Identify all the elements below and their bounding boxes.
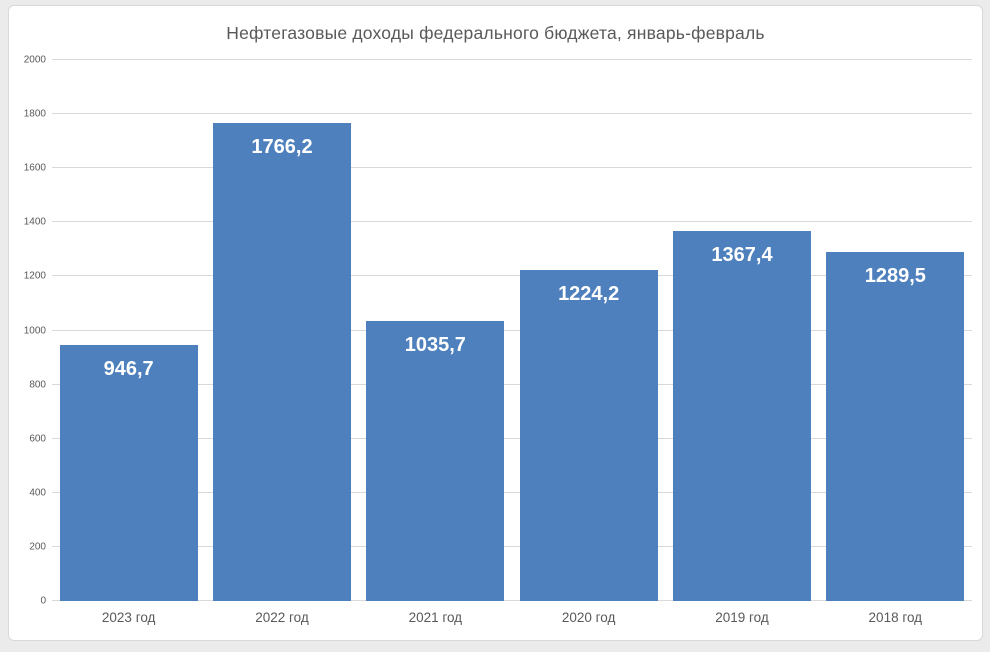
gridline — [52, 167, 972, 169]
x-axis-tick-label: 2021 год — [408, 610, 463, 625]
bar-column: 1289,5 — [819, 60, 972, 601]
x-axis-labels: 2023 год 2022 год 2021 год 2020 год 2019 год… — [52, 610, 972, 625]
y-axis-tick-label: 2000 — [23, 54, 46, 66]
y-axis-tick-label: 800 — [29, 379, 46, 391]
bar-column: 1367,4 — [665, 60, 818, 601]
y-axis-tick-label: 1200 — [23, 270, 46, 282]
x-axis-tick-label: 2019 год — [715, 610, 769, 625]
gridline — [52, 545, 972, 547]
bar: 1224,2 — [519, 269, 658, 601]
bar-value-label: 1035,7 — [404, 333, 466, 356]
y-axis: 0 200 400 600 800 1000 1200 1400 1600 1800 2000 — [9, 55, 46, 607]
gridline — [52, 383, 972, 385]
bar-value-label: 946,7 — [103, 357, 154, 380]
x-axis-tick-label: 2020 год — [561, 610, 616, 625]
gridline — [52, 600, 972, 601]
x-axis-tick-label: 2023 год — [101, 610, 156, 625]
y-axis-tick-label: 1400 — [23, 216, 46, 228]
y-axis-tick-label: 1000 — [23, 325, 46, 336]
y-axis-tick-label: 400 — [29, 487, 46, 499]
gridline — [52, 221, 972, 223]
bar-value-label: 1367,4 — [711, 244, 773, 267]
bar: 1367,4 — [672, 231, 811, 601]
plot-area: 946,7 1766,2 1035,7 1224,2 1367,4 1289,5 — [52, 59, 972, 601]
y-axis-tick-label: 0 — [40, 595, 46, 607]
gridline — [52, 437, 972, 439]
y-axis-tick-label: 600 — [29, 433, 46, 445]
x-axis-tick-label: 2018 год — [868, 610, 923, 625]
y-axis-tick-label: 200 — [29, 541, 46, 553]
gridline — [52, 491, 972, 493]
bar: 1289,5 — [826, 252, 965, 601]
bar-value-label: 1289,5 — [864, 265, 926, 288]
x-axis-tick-label: 2022 год — [255, 610, 309, 625]
bar-column: 1224,2 — [512, 60, 665, 601]
chart-title: Нефтегазовые доходы федерального бюджета… — [226, 23, 765, 43]
bar: 946,7 — [59, 344, 198, 601]
bars-row: 946,7 1766,2 1035,7 1224,2 1367,4 1289,5 — [52, 60, 972, 601]
gridline — [52, 113, 972, 115]
gridline — [52, 275, 972, 277]
bar-value-label: 1766,2 — [251, 136, 313, 159]
gridline — [52, 329, 972, 331]
gridline — [52, 59, 972, 60]
bar-column: 946,7 — [52, 60, 205, 601]
bar-column: 1035,7 — [359, 60, 512, 601]
y-axis-tick-label: 1800 — [23, 108, 46, 120]
bar: 1035,7 — [366, 320, 505, 601]
chart-frame: Нефтегазовые доходы федерального бюджета… — [8, 5, 983, 641]
bar-column: 1766,2 — [205, 60, 358, 601]
y-axis-tick-label: 1600 — [23, 162, 46, 174]
bar-value-label: 1224,2 — [558, 282, 620, 305]
bar: 1766,2 — [213, 123, 351, 601]
